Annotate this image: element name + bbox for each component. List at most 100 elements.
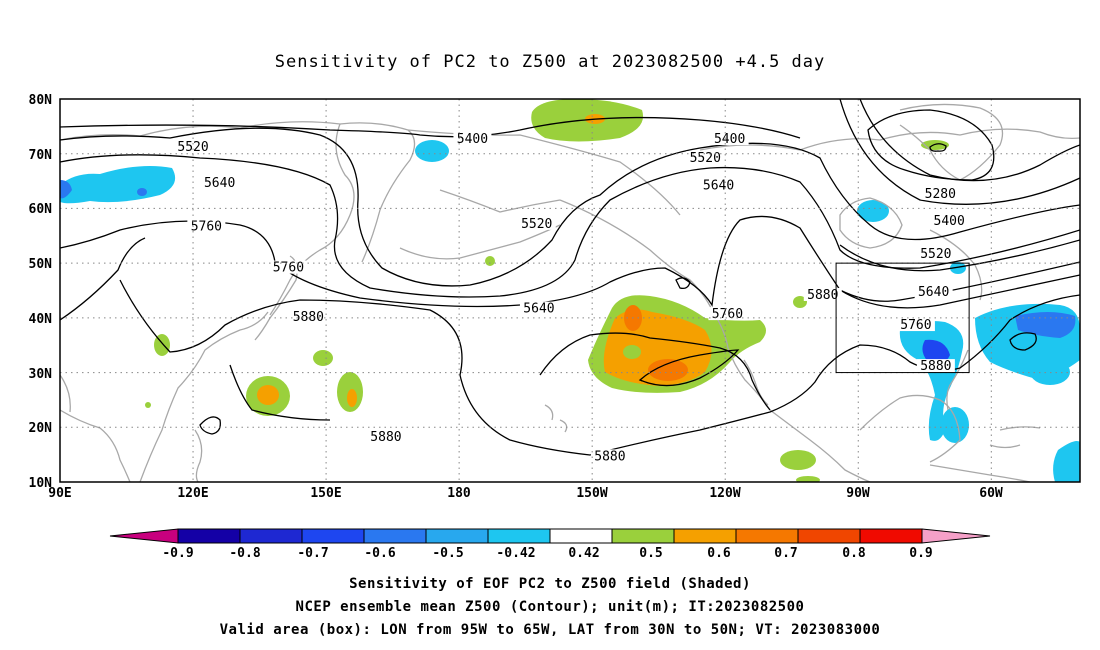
contour-label-text: 5400 [714,132,745,147]
lat-tick-label: 80N [29,93,53,108]
contour-label: 5520 [916,246,955,262]
colorbar-swatch [239,528,303,544]
lon-tick-label: 180 [447,486,471,501]
map-panel: 5520 5640 5400 5400 5520 5640 5760 5520 5280 5400… [29,93,1081,501]
negative-area-bering [415,140,449,162]
contour-label-text: 5400 [934,214,965,229]
contour-label: 5760 [269,260,308,276]
lon-tick-label: 60W [979,486,1003,501]
contour-label-backdrop [803,287,842,301]
colorbar-label: -0.5 [432,546,463,561]
contour-5940-small [199,416,221,435]
contour-5520 [60,127,1080,287]
colorbar-labels: -0.9 -0.8 -0.7 -0.6 -0.5 -0.42 0.42 0.5 … [162,546,932,561]
lon-tick-label: 90W [846,486,870,501]
colorbar-swatch [859,528,923,544]
contour-label-text: 5880 [807,288,838,303]
coastline-hawaii [544,404,568,433]
contour-label-text: 5880 [370,430,401,445]
contour-label-text: 5520 [177,140,208,155]
coastline-mexico-west [769,409,871,482]
contour-label: 5640 [519,301,558,317]
sensitivity-shading [60,99,1080,482]
negative-area-east-us-core [922,339,950,365]
contour-label-text: 5760 [273,261,304,276]
contour-label: 5400 [710,132,749,147]
contour-label-backdrop [916,359,955,373]
colorbar-high-arrow [921,528,991,544]
positive-area-rockies [793,296,807,308]
positive-area-central-pacific-core [347,389,357,407]
contour-label-backdrop [686,151,725,165]
colorbar-swatch [673,528,737,544]
contour-label-backdrop [174,140,213,154]
contour-label-text: 5640 [703,179,734,194]
coastline-south-america [929,464,1031,482]
colorbar-label: 0.9 [909,546,932,561]
height-contours [60,99,1080,456]
lon-tick-label: 120W [709,486,740,501]
contour-label: 5520 [686,151,725,166]
footer-line-1: Sensitivity of EOF PC2 to Z500 field (Sh… [349,576,751,592]
negative-area-atlantic-south [1030,359,1070,385]
contour-label-text: 5520 [920,247,951,262]
positive-area-small-3 [796,476,820,482]
colorbar-swatch [177,528,241,544]
contour-label-backdrop [916,246,955,260]
coastline-gulf-mexico [859,394,961,463]
coastline-arctic-asia [60,121,409,141]
contour-label-text: 5640 [918,285,949,300]
coastline-us-west [711,309,771,411]
contour-5760-east [839,274,1080,309]
coastline-caribbean [989,426,1041,449]
contour-label: 5760 [708,307,747,322]
contour-5640-east [839,239,1080,272]
positive-area-pacific-hole [623,345,641,359]
contour-5880-closed-low [638,349,740,387]
contour-label: 5880 [803,287,842,303]
contour-label: 5520 [517,216,556,232]
coastline-bc-coast [559,199,713,311]
colorbar [109,528,991,544]
contour-label-backdrop [289,309,328,323]
negative-area-labrador [950,262,966,274]
lat-tick-label: 50N [29,257,53,272]
lat-tick-label: 70N [29,148,53,163]
contour-5400-east [859,99,1080,182]
lat-tick-label: 30N [29,367,53,382]
colorbar-label: 0.6 [707,546,731,561]
contour-label: 5880 [590,449,629,464]
map-frame [59,98,1081,483]
colorbar-swatch [611,528,675,544]
contour-label-text: 5400 [457,132,488,147]
contour-label: 5640 [699,178,738,194]
positive-area-midway [313,350,333,366]
colorbar-swatch [797,528,861,544]
contour-label: 5280 [921,186,960,202]
contour-5880-pacific-loop [539,332,771,411]
coastline-alaska-west [439,189,561,213]
contour-label: 5760 [187,219,226,235]
contour-label-backdrop [921,186,960,200]
latitude-axis: 80N 70N 60N 50N 40N 30N 20N 10N [29,93,53,491]
contour-label: 5880 [366,430,405,445]
contour-5280-outer [867,109,995,181]
lat-tick-label: 10N [29,476,53,491]
positive-area-mexico-south [780,450,816,470]
colorbar-swatch [363,528,427,544]
contour-5640 [60,154,1080,298]
colorbar-swatch [549,528,613,544]
contour-labels: 5520 5640 5400 5400 5520 5640 5760 5520 5280 5400… [174,132,969,464]
footer-line-2: NCEP ensemble mean Z500 (Contour); unit(… [296,599,805,615]
coastline-aleutians [399,224,561,260]
contour-label: 5880 [916,359,955,374]
contour-label-backdrop [517,216,556,230]
positive-area-hawaii-west-core [257,385,279,405]
contour-label-text: 5520 [690,151,721,166]
lat-tick-label: 60N [29,202,53,217]
lon-tick-label: 90E [48,486,71,501]
contour-5520-east [839,99,1080,205]
negative-area-hudson [857,200,889,222]
positive-area-pacific-core-south [648,359,688,381]
colorbar-label: -0.9 [162,546,193,561]
